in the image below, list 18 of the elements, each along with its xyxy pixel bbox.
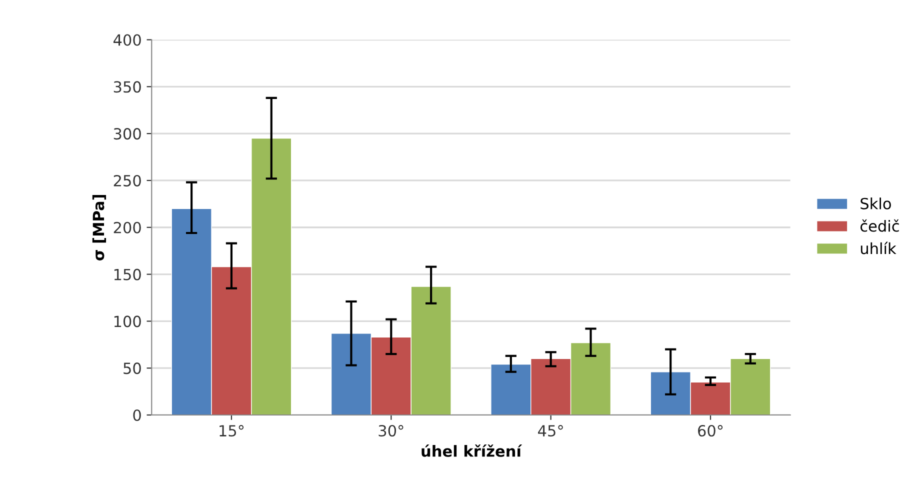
x-tick-label: 30°: [378, 424, 404, 437]
x-tick-label: 15°: [220, 424, 244, 437]
y-tick-label: 350: [114, 81, 141, 93]
legend-label: Sklo: [860, 198, 891, 210]
x-axis-title: úhel křížení: [422, 444, 522, 457]
y-tick-label: 300: [114, 128, 141, 140]
y-tick-label: 0: [133, 409, 141, 422]
legend-label: čedič: [860, 219, 899, 232]
y-tick-label: 150: [114, 268, 141, 280]
x-tick-label: 45°: [538, 424, 563, 437]
y-tick-label: 400: [114, 34, 141, 46]
y-tick-label: 50: [124, 362, 141, 374]
x-tick-label: 60°: [698, 424, 723, 437]
y-tick-label: 250: [114, 174, 141, 186]
y-axis-title: σ [MPa]: [92, 194, 106, 260]
y-tick-label: 200: [114, 222, 141, 234]
legend-label: uhlík: [860, 242, 896, 254]
y-tick-label: 100: [114, 316, 141, 328]
